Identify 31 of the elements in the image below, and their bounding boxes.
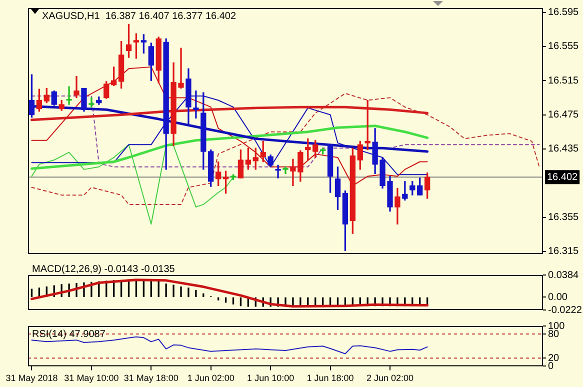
candlestick xyxy=(193,90,199,119)
y-tick-label: 80 xyxy=(548,328,560,340)
y-tick-label: -0.0222 xyxy=(548,304,582,316)
y-tick-label: 16.515 xyxy=(548,75,580,86)
x-tick-label: 31 May 2018 xyxy=(6,373,58,384)
y-tick-label: 16.315 xyxy=(548,246,580,258)
x-tick-label: 31 May 18:00 xyxy=(124,373,178,384)
y-tick-label: 0.0384 xyxy=(548,270,580,281)
y-tick-label: 0.00 xyxy=(548,292,568,303)
x-tick-label: 2 Jun 02:00 xyxy=(366,373,414,384)
x-tick-label: 31 May 10:00 xyxy=(64,373,119,384)
candlestick xyxy=(74,76,80,98)
x-tick-label: 1 Jun 10:00 xyxy=(247,373,294,384)
candlestick xyxy=(275,164,281,178)
y-tick-label: 16.555 xyxy=(548,41,580,52)
candlestick xyxy=(88,97,94,108)
line-series xyxy=(31,95,540,168)
chart-title: XAGUSD,H1 16.387 16.407 16.377 16.402 xyxy=(42,10,236,22)
y-tick-label: 0 xyxy=(548,360,554,372)
y-tick-label: 16.355 xyxy=(548,212,580,224)
line-series xyxy=(31,92,540,205)
x-tick-label: 1 Jun 02:00 xyxy=(187,373,234,384)
y-tick-label: 16.435 xyxy=(548,144,580,155)
x-tick-label: 1 Jun 18:00 xyxy=(306,373,354,384)
chart-title: RSI(14) 47.9087 xyxy=(32,328,106,340)
ref-line-label: 16.402 xyxy=(547,172,578,183)
candlestick xyxy=(66,86,72,105)
y-tick-label: 16.595 xyxy=(548,7,580,18)
candlestick xyxy=(402,181,408,201)
y-tick-label: 16.475 xyxy=(548,110,580,121)
chart-title: MACD(12,26,9) -0.0143 -0.0135 xyxy=(32,264,176,275)
